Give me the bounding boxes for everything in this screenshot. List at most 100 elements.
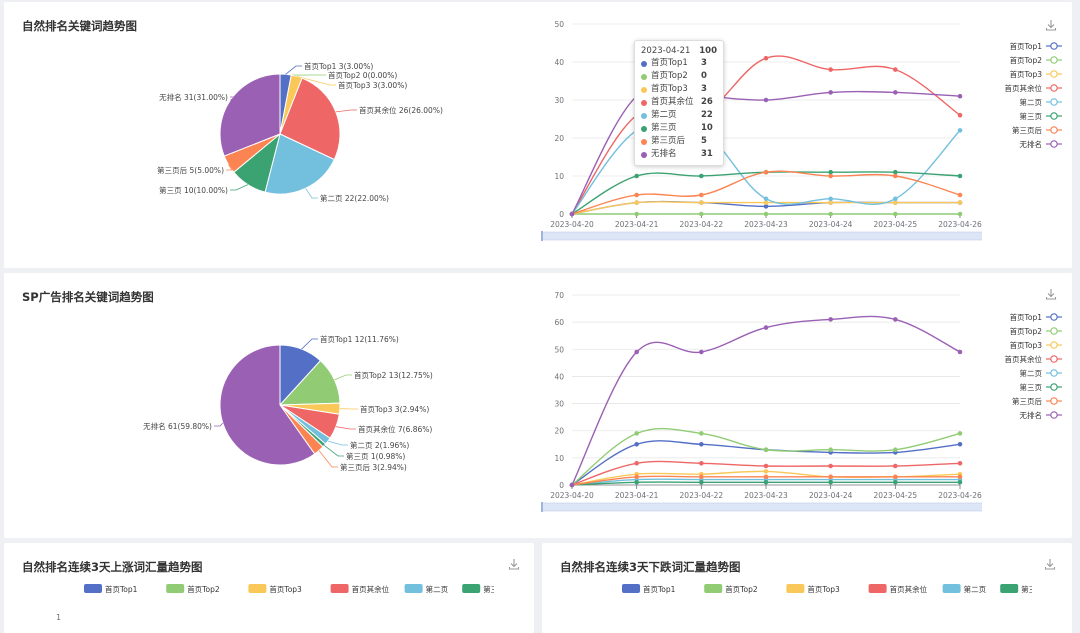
- legend-label: 第二页: [1020, 97, 1043, 107]
- legend-label: 第二页: [1020, 368, 1043, 378]
- y-tick-label: 20: [554, 134, 564, 143]
- data-point: [764, 470, 768, 474]
- tooltip-series-value: 3: [701, 83, 717, 96]
- data-point: [958, 174, 962, 178]
- y-tick-label: 10: [554, 454, 564, 463]
- legend-swatch: [786, 584, 804, 593]
- x-tick-label: 2023-04-22: [680, 220, 724, 229]
- legend-marker: [1051, 99, 1057, 105]
- data-point: [829, 318, 833, 322]
- data-point: [958, 113, 962, 117]
- y-tick-label: 50: [554, 345, 564, 354]
- data-point: [894, 480, 898, 484]
- tooltip-dot: [641, 139, 647, 145]
- pie-label-line: [324, 445, 344, 456]
- sp-panel: SP广告排名关键词趋势图 首页Top1 12(11.76%)首页Top2 13(…: [4, 273, 1072, 538]
- pie-slice-label: 首页Top2 13(12.75%): [354, 370, 433, 380]
- pie-slice-label: 第二页 2(1.96%): [350, 440, 409, 450]
- data-point: [829, 480, 833, 484]
- pie-slice-label: 首页Top3 3(3.00%): [338, 80, 407, 90]
- legend-label: 首页其余位: [1005, 354, 1043, 364]
- pie-label-line: [306, 188, 318, 198]
- pie-slice-label: 无排名 61(59.80%): [143, 421, 212, 431]
- legend-marker: [1051, 412, 1057, 418]
- tooltip-series-name: 第二页: [651, 109, 701, 122]
- legend-marker: [1051, 370, 1057, 376]
- data-point: [958, 442, 962, 446]
- tooltip-dot: [641, 61, 647, 67]
- pie-label-line: [286, 66, 302, 74]
- data-point: [958, 480, 962, 484]
- data-point: [764, 326, 768, 330]
- legend-label: 首页其余位: [890, 584, 928, 594]
- data-point: [635, 475, 639, 479]
- data-point: [764, 205, 768, 209]
- legend-swatch: [405, 584, 423, 593]
- tooltip-series-value: 26: [701, 96, 717, 109]
- legend-label: 无排名: [1020, 139, 1043, 149]
- x-tick-label: 2023-04-21: [615, 491, 659, 500]
- data-point: [829, 212, 833, 216]
- tooltip-dot: [641, 152, 647, 158]
- pie-label-line: [230, 185, 248, 190]
- download-icon[interactable]: [1044, 287, 1058, 301]
- y-tick-label: 0: [559, 210, 564, 219]
- download-icon[interactable]: [1044, 18, 1058, 32]
- tooltip-series-name: 首页Top3: [651, 83, 701, 96]
- legend-marker: [1051, 57, 1057, 63]
- data-point: [635, 442, 639, 446]
- legend-label: 首页Top1: [643, 584, 676, 594]
- data-point: [635, 174, 639, 178]
- y-tick-label: 70: [554, 291, 564, 300]
- data-point: [829, 174, 833, 178]
- legend-label: 第二页: [964, 584, 987, 594]
- y-tick-label: 40: [554, 58, 564, 67]
- data-point: [635, 480, 639, 484]
- organic-panel: 自然排名关键词趋势图 首页Top1 3(3.00%)首页Top2 0(0.00%…: [4, 2, 1072, 268]
- legend-label: 首页Top1: [1010, 41, 1043, 51]
- pie-slice-label: 第三页后 3(2.94%): [340, 462, 407, 472]
- tooltip-series-name: 首页其余位: [651, 96, 701, 109]
- legend-swatch: [943, 584, 961, 593]
- legend-marker: [1051, 141, 1057, 147]
- legend-label: 第三页后: [1012, 125, 1042, 135]
- data-point: [700, 212, 704, 216]
- up3-panel-title: 自然排名连续3天上涨词汇量趋势图: [22, 559, 203, 575]
- legend-label: 第二页: [426, 584, 449, 594]
- data-point: [700, 432, 704, 436]
- x-tick-label: 2023-04-26: [938, 491, 982, 500]
- data-point: [635, 432, 639, 436]
- data-point: [700, 461, 704, 465]
- data-point: [829, 197, 833, 201]
- pie-slice-label: 首页Top1 3(3.00%): [304, 61, 373, 71]
- data-point: [829, 91, 833, 95]
- legend-swatch: [869, 584, 887, 593]
- legend-label: 首页Top2: [1010, 55, 1043, 65]
- data-point: [764, 464, 768, 468]
- legend-label: 第三页后: [1012, 396, 1042, 406]
- tooltip-series-name: 首页Top1: [651, 57, 701, 70]
- legend-label: 首页Top3: [269, 584, 302, 594]
- tooltip-dot: [641, 74, 647, 80]
- x-tick-label: 2023-04-23: [744, 220, 788, 229]
- x-tick-label: 2023-04-25: [874, 220, 918, 229]
- data-point: [829, 201, 833, 205]
- legend-marker: [1051, 398, 1057, 404]
- sp-pie-chart: 首页Top1 12(11.76%)首页Top2 13(12.75%)首页Top3…: [124, 313, 464, 513]
- download-icon[interactable]: [507, 557, 521, 571]
- download-icon[interactable]: [1043, 557, 1057, 571]
- zoom-handle-left: [541, 502, 543, 512]
- x-tick-label: 2023-04-25: [874, 491, 918, 500]
- data-point: [570, 212, 574, 216]
- x-tick-label: 2023-04-23: [744, 491, 788, 500]
- data-point: [894, 464, 898, 468]
